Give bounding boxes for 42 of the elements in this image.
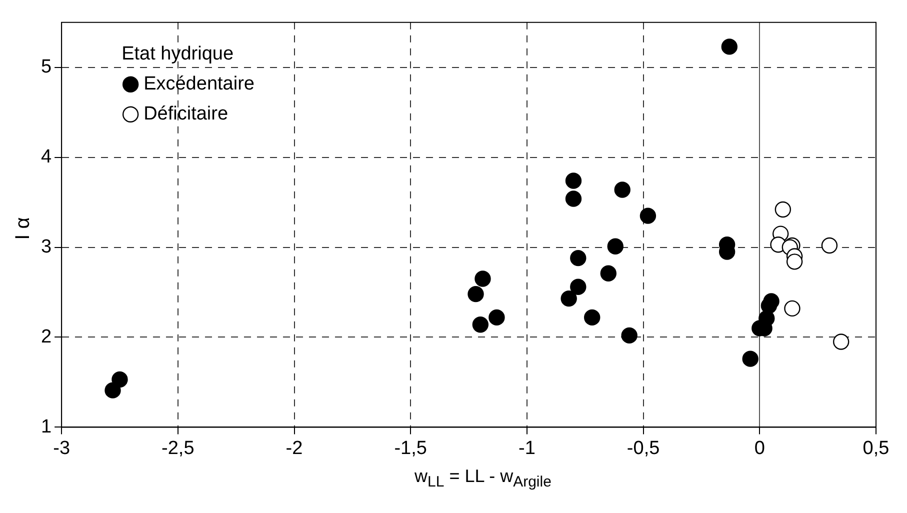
point [112, 371, 128, 388]
x-tick-label: -1,5 [394, 438, 427, 459]
x-tick-label: -0,5 [626, 438, 660, 459]
point [640, 208, 656, 224]
point [104, 382, 121, 398]
point [570, 250, 586, 266]
point [821, 237, 838, 254]
point [565, 190, 582, 207]
point [584, 309, 600, 326]
point [607, 238, 624, 254]
y-tick-label: 5 [40, 56, 52, 78]
point [468, 286, 484, 302]
x-tick-label: 0,5 [862, 438, 890, 459]
legend-label: Déficitaire [144, 104, 228, 125]
point [774, 201, 792, 218]
y-tick-label: 1 [40, 416, 52, 438]
legend-label: Excédentaire [144, 74, 254, 95]
y-axis-title: I α [12, 216, 34, 240]
legend-title: Etat hydrique [122, 44, 234, 65]
x-tick-label: -2 [286, 438, 303, 459]
x-tick-label: -3 [53, 438, 70, 459]
y-tick-label: 4 [40, 146, 52, 168]
point [570, 278, 586, 295]
point [621, 327, 638, 344]
point [721, 38, 738, 55]
x-tick-label: 0 [754, 438, 765, 459]
point [784, 300, 800, 317]
point [742, 350, 758, 367]
x-tick-label: -1 [518, 438, 536, 459]
point [488, 309, 505, 326]
point [832, 334, 850, 350]
point [474, 270, 491, 287]
point [614, 182, 630, 198]
point [472, 316, 489, 333]
point [600, 265, 616, 282]
y-tick-label: 2 [40, 326, 52, 348]
x-axis-title: w$_{LL}$ = LL - w$_{Argile}$ [414, 466, 552, 491]
point [786, 254, 803, 270]
y-tick-label: 3 [40, 236, 52, 258]
x-tick-label: -2,5 [162, 438, 194, 459]
point [560, 290, 577, 307]
point [565, 172, 582, 189]
